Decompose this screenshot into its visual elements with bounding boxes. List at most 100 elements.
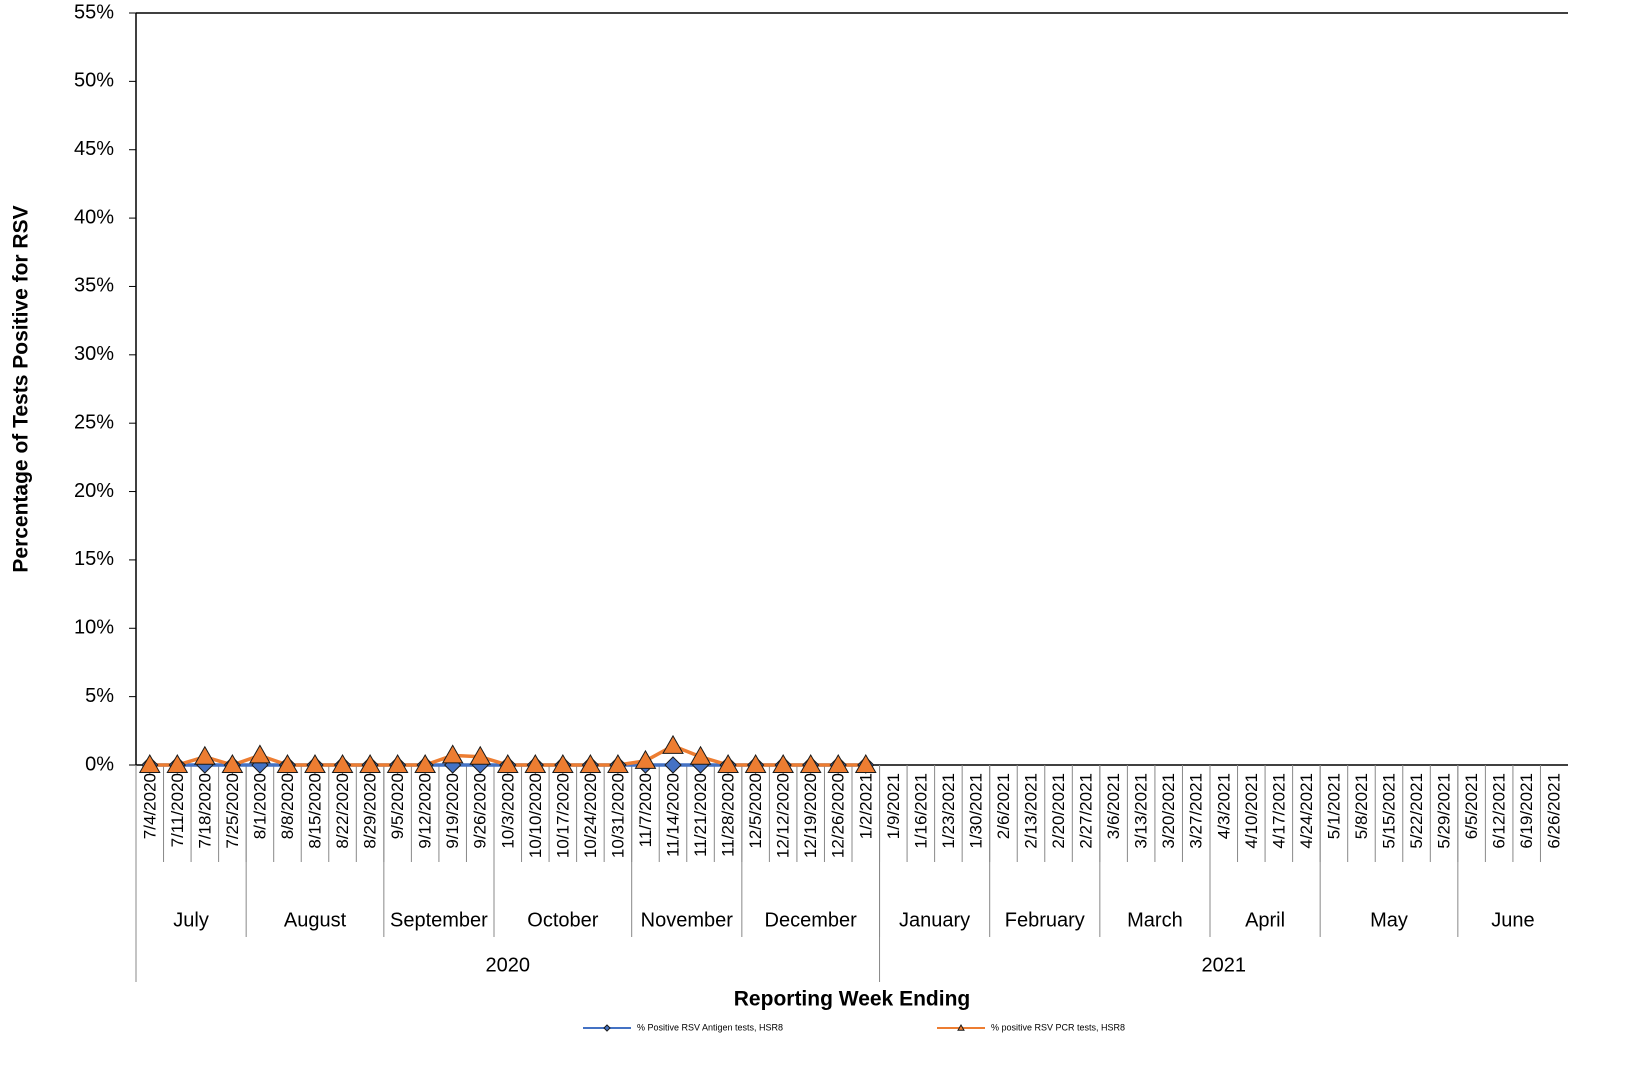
data-point xyxy=(386,753,409,773)
data-point xyxy=(138,753,161,773)
data-point xyxy=(717,753,739,773)
month-label: March xyxy=(1127,909,1183,931)
x-tick-label: 3/6/2021 xyxy=(1104,773,1123,839)
data-point xyxy=(524,753,547,773)
month-label: May xyxy=(1370,909,1408,931)
legend-label: % positive RSV PCR tests, HSR8 xyxy=(991,1022,1125,1032)
x-tick-label: 5/29/2021 xyxy=(1435,773,1454,849)
x-tick-label: 6/19/2021 xyxy=(1517,773,1536,849)
x-tick-label: 8/29/2020 xyxy=(361,773,380,849)
x-tick-label: 7/25/2020 xyxy=(223,773,242,849)
data-point xyxy=(662,734,684,754)
legend-marker xyxy=(957,1023,965,1031)
x-tick-label: 9/12/2020 xyxy=(416,773,435,849)
x-tick-label: 12/5/2020 xyxy=(746,773,765,849)
data-point xyxy=(166,753,189,773)
y-tick-label: 45% xyxy=(74,138,114,160)
x-tick-label: 11/21/2020 xyxy=(691,773,710,857)
x-tick-label: 3/20/2021 xyxy=(1159,773,1178,849)
x-tick-label: 2/13/2021 xyxy=(1021,773,1040,849)
y-tick-label: 25% xyxy=(74,411,114,433)
y-axis-title: Percentage of Tests Positive for RSV xyxy=(10,205,33,572)
x-tick-label: 1/2/2021 xyxy=(856,773,875,839)
x-tick-label: 12/19/2020 xyxy=(801,773,820,858)
x-tick-label: 5/15/2021 xyxy=(1379,773,1398,849)
x-tick-label: 11/28/2020 xyxy=(719,773,738,857)
x-tick-label: 5/22/2021 xyxy=(1407,773,1426,849)
x-tick-label: 5/8/2021 xyxy=(1352,773,1371,839)
data-point xyxy=(496,753,519,773)
year-label: 2021 xyxy=(1202,954,1247,976)
x-tick-label: 1/23/2021 xyxy=(939,773,958,849)
x-tick-label: 6/26/2021 xyxy=(1545,773,1564,849)
legend-label: % Positive RSV Antigen tests, HSR8 xyxy=(637,1022,783,1032)
x-tick-label: 4/3/2021 xyxy=(1214,773,1233,839)
data-point xyxy=(772,753,795,773)
x-tick-label: 8/8/2020 xyxy=(278,773,297,839)
x-tick-label: 10/10/2020 xyxy=(526,773,545,858)
y-tick-label: 0% xyxy=(85,753,114,775)
x-tick-label: 10/24/2020 xyxy=(581,773,600,858)
x-tick-label: 8/15/2020 xyxy=(305,773,324,849)
month-label: January xyxy=(899,909,970,931)
x-tick-label: 2/20/2021 xyxy=(1049,773,1068,849)
data-point xyxy=(193,745,216,765)
data-point xyxy=(441,744,464,764)
month-label: October xyxy=(527,909,598,931)
x-tick-label: 1/9/2021 xyxy=(884,773,903,839)
month-label: June xyxy=(1491,909,1534,931)
x-tick-label: 10/17/2020 xyxy=(553,773,572,858)
x-tick-label: 12/26/2020 xyxy=(829,773,848,858)
x-tick-label: 4/17/2021 xyxy=(1269,773,1288,849)
x-tick-label: 8/22/2020 xyxy=(333,773,352,849)
y-tick-label: 15% xyxy=(74,548,114,570)
x-tick-label: 8/1/2020 xyxy=(250,773,269,839)
x-tick-label: 9/26/2020 xyxy=(471,773,490,849)
y-tick-label: 5% xyxy=(85,685,114,707)
month-label: August xyxy=(284,909,347,931)
x-tick-label: 4/10/2021 xyxy=(1242,773,1261,849)
data-point xyxy=(579,753,602,773)
y-tick-label: 40% xyxy=(74,206,114,228)
data-point xyxy=(551,753,574,773)
legend-marker xyxy=(603,1024,611,1032)
data-point xyxy=(744,753,767,773)
y-tick-label: 35% xyxy=(74,275,114,297)
data-point xyxy=(359,753,381,773)
data-point xyxy=(414,753,437,773)
x-tick-label: 7/18/2020 xyxy=(195,773,214,849)
data-point xyxy=(469,745,492,765)
x-tick-label: 5/1/2021 xyxy=(1324,773,1343,839)
x-tick-label: 1/30/2021 xyxy=(966,773,985,849)
x-tick-label: 11/14/2020 xyxy=(663,773,682,857)
data-point xyxy=(799,753,822,773)
x-tick-label: 11/7/2020 xyxy=(636,773,655,847)
month-label: April xyxy=(1245,909,1285,931)
x-tick-label: 9/5/2020 xyxy=(388,773,407,839)
data-point xyxy=(664,756,682,774)
month-label: December xyxy=(765,909,858,931)
data-point xyxy=(331,753,354,773)
y-tick-label: 50% xyxy=(74,70,114,92)
data-point xyxy=(854,753,877,773)
data-point xyxy=(827,753,850,773)
x-tick-label: 2/27/2021 xyxy=(1077,773,1096,849)
data-point xyxy=(249,744,271,764)
x-tick-label: 6/5/2021 xyxy=(1462,773,1481,839)
month-label: July xyxy=(173,909,209,931)
data-point xyxy=(689,745,712,765)
data-point xyxy=(221,753,244,773)
x-tick-label: 10/3/2020 xyxy=(498,773,517,849)
x-tick-label: 9/19/2020 xyxy=(443,773,462,849)
data-point xyxy=(304,753,326,773)
x-tick-label: 12/12/2020 xyxy=(774,773,793,858)
x-tick-label: 6/12/2021 xyxy=(1490,773,1509,849)
y-tick-label: 55% xyxy=(74,1,114,23)
x-tick-label: 2/6/2021 xyxy=(994,773,1013,839)
month-label: November xyxy=(641,909,734,931)
y-tick-label: 20% xyxy=(74,480,114,502)
x-axis-title: Reporting Week Ending xyxy=(734,988,970,1011)
month-label: February xyxy=(1005,909,1085,931)
y-tick-label: 10% xyxy=(74,617,114,639)
